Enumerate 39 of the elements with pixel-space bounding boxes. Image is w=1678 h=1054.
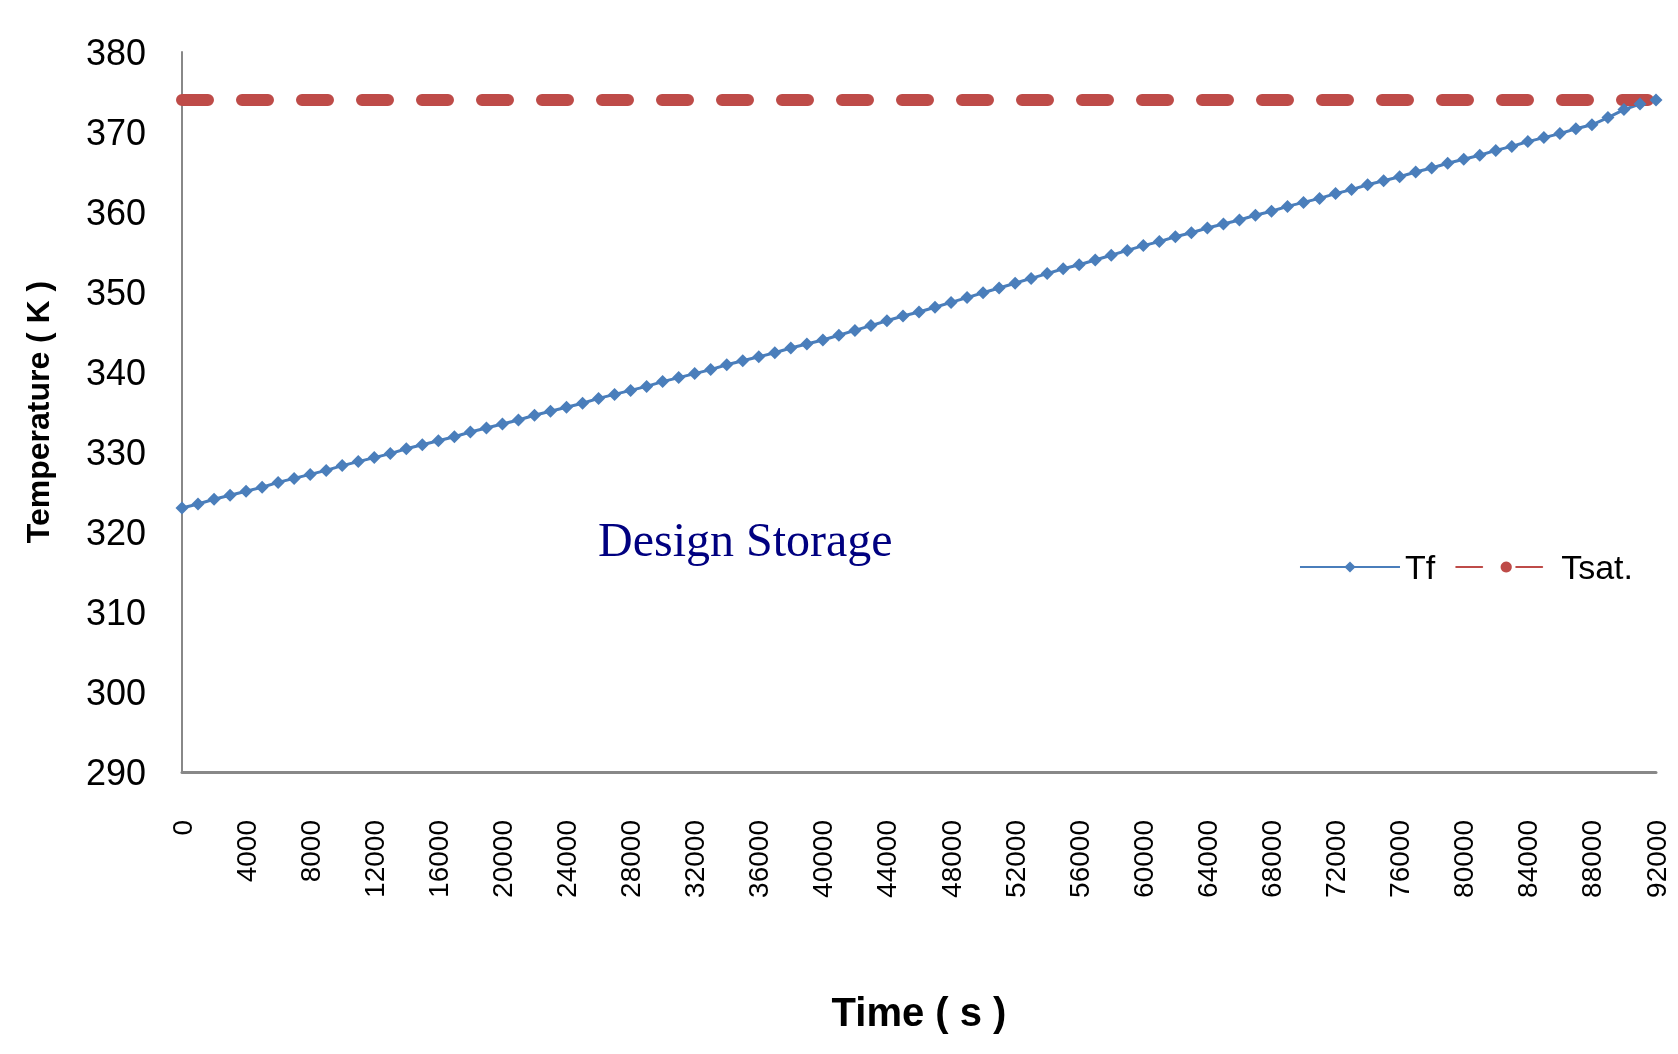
x-tick-label: 36000 (743, 820, 775, 898)
x-tick-label: 44000 (871, 820, 903, 898)
x-axis-title: Time ( s ) (831, 990, 1007, 1034)
x-tick-label: 20000 (486, 820, 518, 898)
x-tick-label: 88000 (1576, 820, 1608, 898)
x-tick-label: 72000 (1320, 820, 1352, 898)
x-tick-label: 24000 (551, 820, 583, 898)
y-tick-label: 300 (85, 671, 146, 713)
x-tick-label: 8000 (294, 820, 326, 883)
y-tick-label: 370 (85, 111, 146, 153)
x-tick-label: 4000 (230, 820, 262, 883)
x-tick-label: 48000 (935, 820, 967, 898)
y-tick-label: 290 (85, 751, 146, 793)
x-tick-label: 76000 (1384, 820, 1416, 898)
x-tick-label: 92000 (1640, 820, 1672, 898)
x-tick-label: 80000 (1448, 820, 1480, 898)
y-tick-label: 330 (85, 431, 146, 473)
x-tick-label: 60000 (1127, 820, 1159, 898)
x-tick-label: 32000 (679, 820, 711, 898)
x-tick-label: 56000 (1063, 820, 1095, 898)
y-tick-label: 380 (85, 31, 146, 73)
y-tick-label: 350 (85, 271, 146, 313)
x-tick-label: 64000 (1191, 820, 1223, 898)
y-tick-label: 340 (85, 351, 146, 393)
y-axis-title: Temperature ( K ) (20, 280, 56, 544)
x-tick-label: 12000 (358, 820, 390, 898)
legend-label: Tsat. (1561, 548, 1634, 586)
x-tick-label: 16000 (422, 820, 454, 898)
x-tick-label: 52000 (999, 820, 1031, 898)
x-tick-label: 68000 (1255, 820, 1287, 898)
y-tick-label: 310 (85, 591, 146, 633)
legend-label: Tf (1404, 548, 1436, 586)
annotation: Design Storage (598, 512, 893, 566)
y-tick-label: 360 (85, 191, 146, 233)
y-tick-label: 320 (85, 511, 146, 553)
x-tick-label: 84000 (1512, 820, 1544, 898)
x-tick-label: 0 (166, 820, 198, 836)
x-tick-label: 28000 (615, 820, 647, 898)
x-tick-label: 40000 (807, 820, 839, 898)
